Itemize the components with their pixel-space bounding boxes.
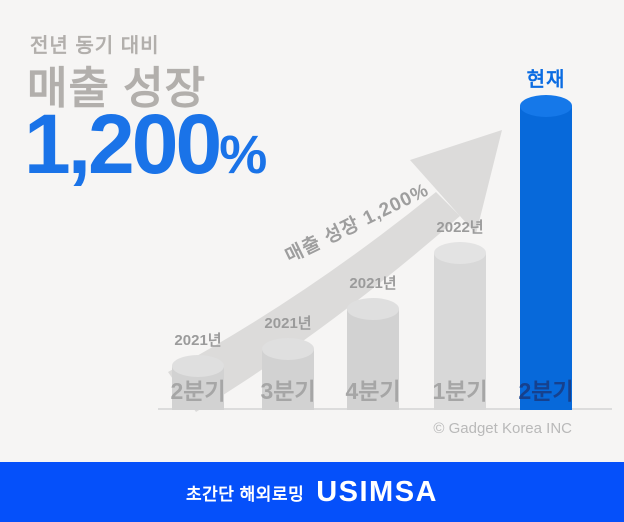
chart-bar: 2021년 2분기 xyxy=(170,332,226,410)
bar-quarter-label: 2분기 xyxy=(170,378,226,404)
bar-quarter-label: 4분기 xyxy=(345,378,401,404)
bar-quarter-label: 3분기 xyxy=(260,378,316,404)
copyright-credit: © Gadget Korea INC xyxy=(433,420,572,437)
bar-cap xyxy=(434,242,486,264)
bar-cap xyxy=(347,298,399,320)
chart-bar: 2021년 4분기 xyxy=(345,275,401,410)
footer: 초간단 해외로밍 USIMSA xyxy=(0,462,624,522)
bar-cap xyxy=(262,338,314,360)
bar-year-label: 현재 xyxy=(526,69,566,91)
chart-bar: 현재 2분기 xyxy=(518,69,574,410)
bar-cap xyxy=(172,355,224,377)
bar-body xyxy=(520,106,572,410)
bar-year-label: 2021년 xyxy=(174,332,222,349)
arrow-annotation: 매출 성장 1,200% xyxy=(282,179,433,268)
bar-body xyxy=(347,309,399,410)
bar-year-label: 2021년 xyxy=(349,275,397,292)
growth-number-value: 1,200 xyxy=(24,97,222,191)
growth-number: 1,200% xyxy=(24,102,267,186)
page-title: 매출 성장 xyxy=(27,64,207,113)
bar-quarter-label: 2분기 xyxy=(518,378,574,404)
bar-year-label: 2021년 xyxy=(264,315,312,332)
bar-year-label: 2022년 xyxy=(436,219,484,236)
bar-cap xyxy=(520,95,572,117)
footer-tagline: 초간단 해외로밍 xyxy=(186,484,305,504)
bar-body xyxy=(434,253,486,410)
brand-logo: USIMSA xyxy=(316,475,438,508)
bar-quarter-label: 1분기 xyxy=(432,378,488,404)
growth-number-unit: % xyxy=(219,125,268,185)
chart-bar: 2022년 1분기 xyxy=(432,219,488,410)
header-subtitle: 전년 동기 대비 xyxy=(30,35,160,57)
chart-bar: 2021년 3분기 xyxy=(260,315,316,410)
